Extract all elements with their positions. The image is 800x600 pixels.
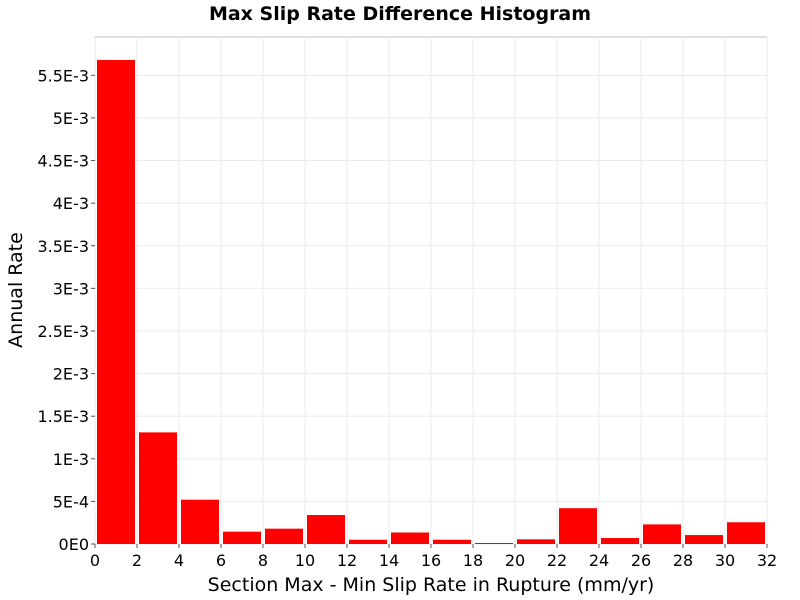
x-tick-label: 26 [631,551,651,570]
y-tick-label: 2.5E-3 [37,322,89,341]
x-axis-ticks: 0 2 4 6 8 10 12 14 16 18 20 22 24 26 28 30 32 [90,544,777,570]
histogram-bar [727,522,765,544]
histogram-bar [433,539,471,544]
x-tick-label: 12 [337,551,357,570]
y-tick-label: 4E-3 [53,194,89,213]
histogram-bar [349,539,387,544]
histogram-bar [97,60,135,545]
y-tick-label: 5E-4 [53,492,89,511]
histogram-bar [265,528,303,544]
x-tick-label: 16 [421,551,441,570]
histogram-bar [517,539,555,544]
x-tick-label: 14 [379,551,399,570]
x-tick-label: 18 [463,551,483,570]
y-tick-label: 5.5E-3 [37,66,89,85]
y-tick-label: 2E-3 [53,365,89,384]
y-tick-label: 5E-3 [53,109,89,128]
histogram-bar [475,543,513,544]
y-tick-label: 4.5E-3 [37,152,89,171]
histogram-bar [139,432,177,544]
chart-title: Max Slip Rate Difference Histogram [209,3,591,25]
x-tick-label: 0 [90,551,100,570]
x-tick-label: 32 [757,551,777,570]
y-axis-ticks: 0E0 5E-4 1E-3 1.5E-3 2E-3 2.5E-3 3E-3 3.5E-3 4E-… [37,66,95,554]
x-tick-label: 28 [673,551,693,570]
histogram-bar [643,524,681,544]
x-tick-label: 8 [258,551,268,570]
histogram-bar [307,515,345,544]
x-tick-label: 4 [174,551,184,570]
x-tick-label: 2 [132,551,142,570]
y-tick-label: 1.5E-3 [37,407,89,426]
histogram-bar [559,508,597,544]
bars [97,60,765,545]
histogram-bar [181,499,219,544]
y-tick-label: 3.5E-3 [37,237,89,256]
x-tick-label: 10 [295,551,315,570]
x-tick-label: 22 [547,551,567,570]
histogram-bar [685,535,723,544]
y-tick-label: 0E0 [59,535,89,554]
histogram-bar [391,532,429,544]
x-axis-label: Section Max - Min Slip Rate in Rupture (… [208,574,655,596]
x-tick-label: 6 [216,551,226,570]
histogram-bar [601,538,639,544]
y-axis-label: Annual Rate [5,232,27,348]
y-tick-label: 3E-3 [53,279,89,298]
x-tick-label: 20 [505,551,525,570]
x-tick-label: 24 [589,551,609,570]
y-tick-label: 1E-3 [53,450,89,469]
x-tick-label: 30 [715,551,735,570]
grid-lines [94,37,768,545]
histogram-bar [223,531,261,544]
